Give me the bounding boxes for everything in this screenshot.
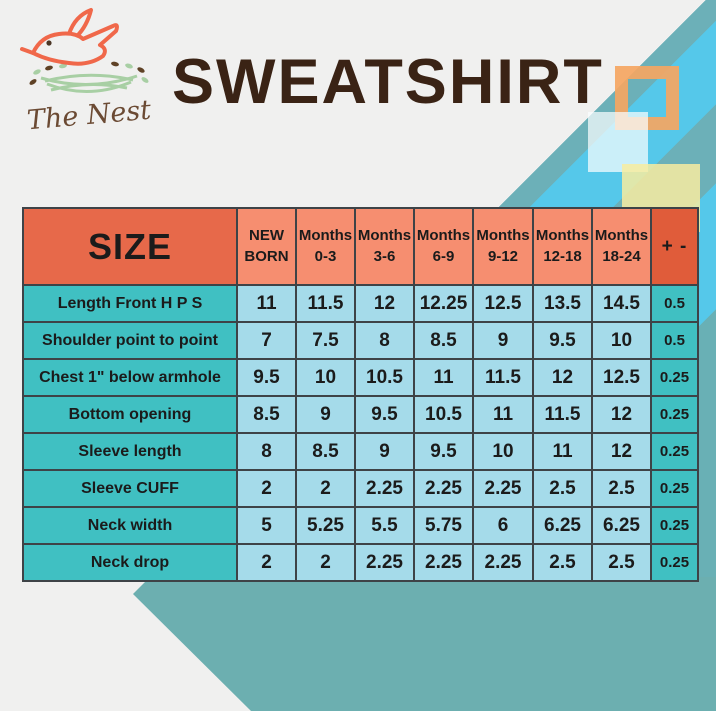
measurement-value: 10 [472,432,534,471]
measurement-value: 5.5 [354,506,415,545]
table-row: Length Front H P S 11 11.5 12 12.25 12.5 13.5 1… [22,284,699,323]
measurement-value: 14.5 [591,284,652,323]
measurement-label: Chest 1" below armhole [22,358,238,397]
white-square-decoration [588,112,648,172]
measurement-value: 6.25 [532,506,593,545]
measurement-label: Length Front H P S [22,284,238,323]
measurement-value: 10.5 [413,395,474,434]
age-column-header: Months 6-9 [413,207,474,286]
bird-nest-icon [20,8,149,93]
age-column-header: Months 18-24 [591,207,652,286]
measurement-value: 8 [354,321,415,360]
measurement-value: 9 [295,395,356,434]
size-column-header: SIZE [22,207,238,286]
table-row: Neck width 5 5.25 5.5 5.75 6 6.25 6.25 0.25 [22,506,699,545]
tolerance-value: 0.5 [650,284,699,323]
brand-logo: The Nest [14,6,164,136]
measurement-label: Neck width [22,506,238,545]
measurement-value: 8.5 [413,321,474,360]
tolerance-value: 0.25 [650,543,699,582]
measurement-value: 7.5 [295,321,356,360]
measurement-value: 10 [591,321,652,360]
table-row: Neck drop 2 2 2.25 2.25 2.25 2.5 2.5 0.25 [22,543,699,582]
measurement-value: 2.5 [591,469,652,508]
header-row: SIZE NEW BORN Months 0-3 Months 3-6 Months … [22,207,699,286]
measurement-value: 12.5 [472,284,534,323]
measurement-value: 12 [591,395,652,434]
measurement-value: 9.5 [532,321,593,360]
measurement-value: 2.5 [532,543,593,582]
table-row: Bottom opening 8.5 9 9.5 10.5 11 11.5 12 0.25 [22,395,699,434]
measurement-value: 11 [236,284,297,323]
tolerance-value: 0.25 [650,358,699,397]
measurement-value: 11.5 [532,395,593,434]
measurement-value: 9 [472,321,534,360]
age-column-header: Months 3-6 [354,207,415,286]
measurement-value: 8 [236,432,297,471]
measurement-value: 9.5 [236,358,297,397]
measurement-value: 2.25 [472,543,534,582]
measurement-label: Sleeve CUFF [22,469,238,508]
measurement-label: Sleeve length [22,432,238,471]
measurement-value: 5.75 [413,506,474,545]
measurement-label: Bottom opening [22,395,238,434]
measurement-value: 2.25 [354,469,415,508]
measurement-value: 2.25 [354,543,415,582]
measurement-value: 2 [295,543,356,582]
measurement-value: 11 [472,395,534,434]
measurement-value: 8.5 [295,432,356,471]
measurement-value: 9 [354,432,415,471]
measurement-value: 8.5 [236,395,297,434]
age-column-header: NEW BORN [236,207,297,286]
table-row: Sleeve length 8 8.5 9 9.5 10 11 12 0.25 [22,432,699,471]
measurement-value: 6 [472,506,534,545]
tolerance-value: 0.25 [650,469,699,508]
measurement-value: 12 [354,284,415,323]
size-chart-table: SIZE NEW BORN Months 0-3 Months 3-6 Months … [22,207,699,582]
measurement-value: 2 [236,469,297,508]
age-column-header: Months 12-18 [532,207,593,286]
measurement-value: 2.5 [532,469,593,508]
tolerance-value: 0.25 [650,395,699,434]
table-row: Sleeve CUFF 2 2 2.25 2.25 2.25 2.5 2.5 0.25 [22,469,699,508]
measurement-value: 12.5 [591,358,652,397]
age-column-header: Months 9-12 [472,207,534,286]
tolerance-column-header: + - [650,207,699,286]
measurement-value: 2.5 [591,543,652,582]
measurement-value: 2.25 [413,543,474,582]
measurement-value: 11.5 [472,358,534,397]
measurement-value: 5.25 [295,506,356,545]
measurement-value: 13.5 [532,284,593,323]
measurement-label: Shoulder point to point [22,321,238,360]
table-row: Chest 1" below armhole 9.5 10 10.5 11 11.5 12 1… [22,358,699,397]
measurement-value: 5 [236,506,297,545]
measurement-value: 11.5 [295,284,356,323]
measurement-label: Neck drop [22,543,238,582]
table-row: Shoulder point to point 7 7.5 8 8.5 9 9.5 10 0.5 [22,321,699,360]
measurement-value: 12 [591,432,652,471]
age-column-header: Months 0-3 [295,207,356,286]
measurement-value: 9.5 [413,432,474,471]
measurement-value: 12.25 [413,284,474,323]
measurement-value: 11 [532,432,593,471]
measurement-value: 10.5 [354,358,415,397]
measurement-value: 9.5 [354,395,415,434]
page-title: SWEATSHIRT [172,47,604,117]
measurement-value: 10 [295,358,356,397]
measurement-value: 2.25 [472,469,534,508]
tolerance-value: 0.5 [650,321,699,360]
measurement-value: 7 [236,321,297,360]
measurement-value: 11 [413,358,474,397]
measurement-value: 2 [295,469,356,508]
measurement-value: 2.25 [413,469,474,508]
tolerance-value: 0.25 [650,506,699,545]
measurement-value: 12 [532,358,593,397]
measurement-value: 6.25 [591,506,652,545]
measurement-value: 2 [236,543,297,582]
tolerance-value: 0.25 [650,432,699,471]
